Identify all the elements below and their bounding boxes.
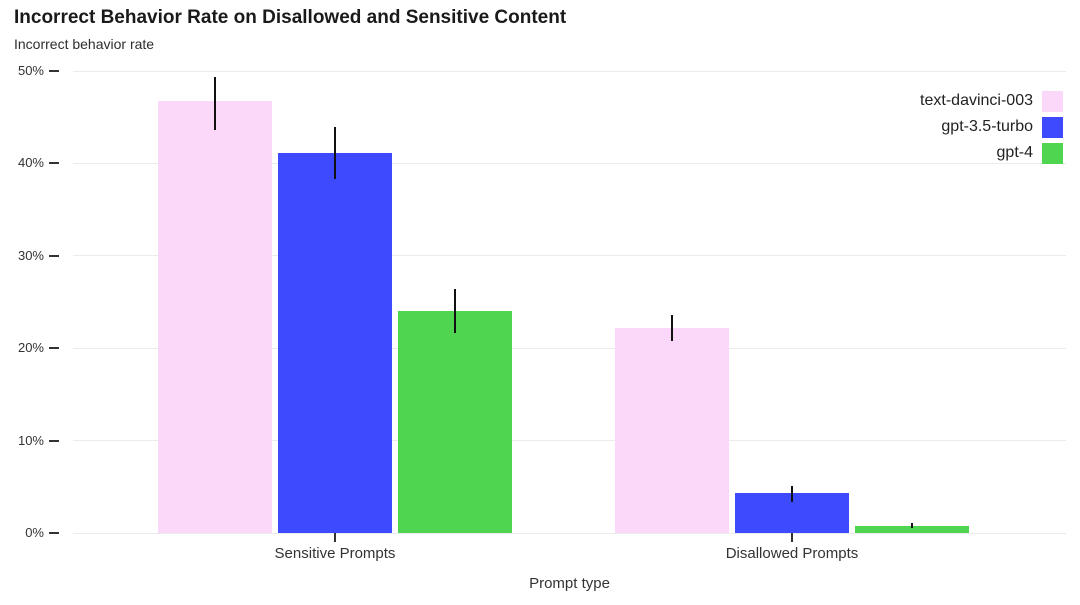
bar xyxy=(615,327,729,533)
x-tick-mark xyxy=(791,533,793,542)
y-tick-mark xyxy=(49,532,59,534)
legend-row: gpt-4 xyxy=(997,142,1063,164)
legend-label: text-davinci-003 xyxy=(920,92,1033,109)
y-tick-mark xyxy=(49,347,59,350)
gridline xyxy=(73,70,1066,72)
gridline xyxy=(73,440,1066,442)
error-bar xyxy=(453,289,457,334)
legend-row: gpt-3.5-turbo xyxy=(941,116,1063,138)
y-tick-label: 10% xyxy=(17,432,44,448)
bar xyxy=(398,311,512,533)
y-axis-title: Incorrect behavior rate xyxy=(14,36,155,52)
y-tick-mark xyxy=(49,439,59,442)
bar xyxy=(278,153,392,533)
x-tick-mark xyxy=(334,533,336,542)
legend-label: gpt-3.5-turbo xyxy=(941,118,1033,135)
error-bar xyxy=(213,76,217,131)
legend-row: text-davinci-003 xyxy=(920,90,1063,112)
error-bar xyxy=(670,314,674,341)
y-tick-label: 50% xyxy=(17,63,44,78)
y-tick-mark xyxy=(49,70,59,72)
legend-label: gpt-4 xyxy=(996,144,1033,161)
y-tick-label: 30% xyxy=(17,247,44,263)
gridline xyxy=(73,532,1066,534)
gridline xyxy=(73,255,1066,257)
y-tick-label: 20% xyxy=(17,340,44,356)
x-category-label: Sensitive Prompts xyxy=(274,545,396,562)
gridline xyxy=(73,347,1066,349)
chart-title: Incorrect Behavior Rate on Disallowed an… xyxy=(14,7,567,28)
legend-swatch xyxy=(1042,142,1063,164)
bar xyxy=(855,525,969,533)
error-bar xyxy=(333,127,337,180)
x-category-label: Disallowed Prompts xyxy=(725,545,859,562)
legend-swatch xyxy=(1042,116,1063,138)
x-axis-title: Prompt type xyxy=(529,575,610,592)
bar xyxy=(158,101,272,533)
gridline xyxy=(73,162,1066,164)
y-tick-mark xyxy=(49,162,59,165)
error-bar xyxy=(910,522,914,529)
y-tick-label: 0% xyxy=(25,525,44,540)
y-tick-mark xyxy=(49,254,59,257)
error-bar xyxy=(790,485,794,502)
y-tick-label: 40% xyxy=(17,155,44,171)
legend-swatch xyxy=(1042,90,1063,112)
